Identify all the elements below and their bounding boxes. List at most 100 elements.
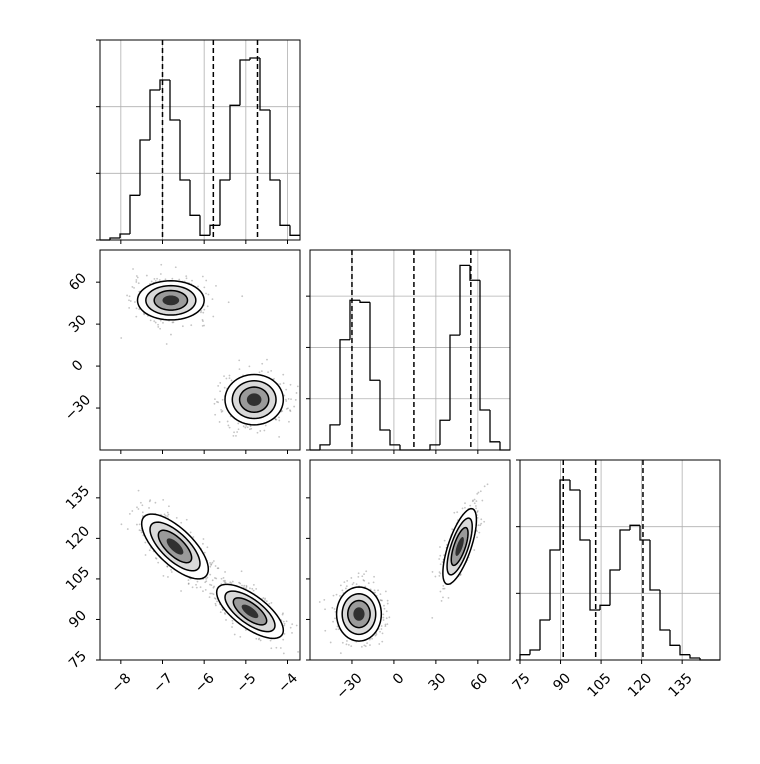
hist-bar (499, 441, 510, 451)
sample-point (140, 531, 143, 534)
sample-point (323, 598, 326, 601)
sample-point (128, 513, 131, 515)
hist-bar (459, 264, 470, 336)
sample-point (363, 579, 366, 582)
sample-point (238, 581, 241, 584)
sample-point (166, 565, 169, 568)
hist-bar (679, 645, 690, 656)
sample-point (386, 599, 389, 602)
sample-point (374, 634, 377, 637)
sample-point (282, 638, 285, 641)
sample-point (170, 333, 172, 336)
hist-bar (689, 654, 700, 659)
sample-point (291, 623, 294, 626)
sample-point (281, 613, 284, 616)
sample-point (145, 274, 148, 277)
sample-point (362, 579, 365, 581)
y-tick-label: 120 (63, 523, 93, 553)
sample-point (256, 431, 259, 434)
sample-point (293, 405, 296, 408)
sample-point (333, 608, 336, 610)
sample-point (166, 515, 169, 518)
sample-point (373, 589, 376, 592)
sample-point (229, 581, 232, 584)
sample-point (447, 596, 450, 599)
sample-point (263, 429, 266, 432)
hist-bar (389, 430, 400, 446)
sample-point (212, 586, 215, 589)
sample-point (283, 624, 286, 627)
sample-point (431, 616, 434, 619)
sample-point (442, 587, 445, 590)
sample-point (154, 557, 157, 559)
sample-point (278, 436, 281, 438)
sample-point (219, 611, 222, 614)
sample-point (205, 580, 208, 583)
sample-point (217, 401, 220, 404)
x-tick-label: −7 (150, 670, 176, 696)
sample-point (252, 583, 255, 586)
sample-point (384, 590, 387, 593)
sample-point (324, 629, 327, 632)
hist-bar (189, 180, 200, 216)
sample-point (137, 508, 140, 510)
hist-bar (559, 479, 570, 550)
sample-point (206, 576, 209, 579)
sample-point (220, 408, 223, 411)
sample-point (166, 511, 169, 514)
sample-point (170, 571, 173, 573)
sample-point (439, 563, 442, 566)
sample-point (453, 511, 456, 514)
sample-point (202, 320, 204, 323)
sample-point (249, 587, 251, 590)
sample-point (464, 506, 466, 509)
sample-point (285, 400, 288, 402)
panel-frame (519, 459, 721, 661)
sample-point (213, 585, 215, 588)
hist-bar (379, 380, 390, 431)
sample-point (255, 637, 258, 640)
hist-bar (649, 540, 660, 591)
hist-bar (479, 280, 490, 411)
sample-point (264, 424, 267, 427)
sample-point (464, 502, 466, 505)
sample-point (380, 599, 383, 602)
sample-point (249, 425, 252, 428)
sample-point (451, 528, 454, 531)
sample-point (279, 647, 282, 649)
sample-point (289, 410, 292, 413)
sample-point (386, 623, 389, 626)
sample-point (191, 279, 193, 282)
hist-bar (439, 419, 450, 445)
sample-point (135, 275, 138, 277)
sample-point (162, 321, 164, 324)
hist-bar (159, 79, 170, 90)
sample-point (135, 279, 138, 281)
sample-point (384, 623, 387, 626)
sample-point (285, 408, 288, 410)
hist-bar (429, 444, 440, 450)
sample-point (120, 337, 123, 339)
sample-point (270, 647, 273, 650)
sample-point (243, 584, 246, 587)
y-tick-label: −30 (62, 392, 94, 424)
sample-point (335, 628, 338, 631)
sample-point (212, 315, 215, 318)
sample-point (220, 577, 223, 580)
sample-point (381, 632, 384, 635)
sample-point (172, 321, 175, 324)
hist-bar (279, 180, 290, 226)
sample-point (214, 577, 216, 579)
sample-point (283, 633, 286, 635)
sample-point (472, 499, 474, 502)
sample-point (324, 608, 326, 611)
y-tick-label: 135 (63, 483, 93, 513)
hist-bar (579, 490, 590, 541)
sample-point (133, 286, 135, 289)
sample-point (170, 569, 172, 571)
sample-point (441, 561, 444, 563)
sample-point (233, 633, 236, 636)
sample-point (381, 640, 384, 643)
sample-point (241, 295, 244, 298)
